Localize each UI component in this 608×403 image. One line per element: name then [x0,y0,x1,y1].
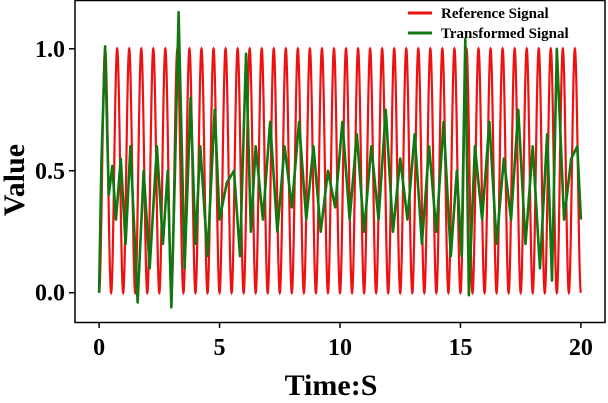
legend-label: Transformed Signal [441,26,569,42]
x-tick-label: 15 [448,335,472,361]
y-tick-label: 0.0 [35,281,65,307]
ticks-layer: 0 5 10 15 20 0.0 0.5 1.0 [35,37,593,361]
y-tick-label: 1.0 [35,37,65,63]
x-tick-label: 20 [569,335,593,361]
y-axis-title: Value [0,144,31,216]
series-layer [97,10,583,309]
x-tick-label: 0 [93,335,105,361]
transformed-signal-line [97,10,583,309]
y-tick-label: 0.5 [35,159,65,185]
reference-signal-line [98,46,582,296]
legend: Reference Signal Transformed Signal [408,6,569,42]
x-tick-label: 5 [214,335,226,361]
x-tick-label: 10 [328,335,352,361]
x-axis-title: Time:S [285,369,378,402]
legend-label: Reference Signal [441,6,549,22]
